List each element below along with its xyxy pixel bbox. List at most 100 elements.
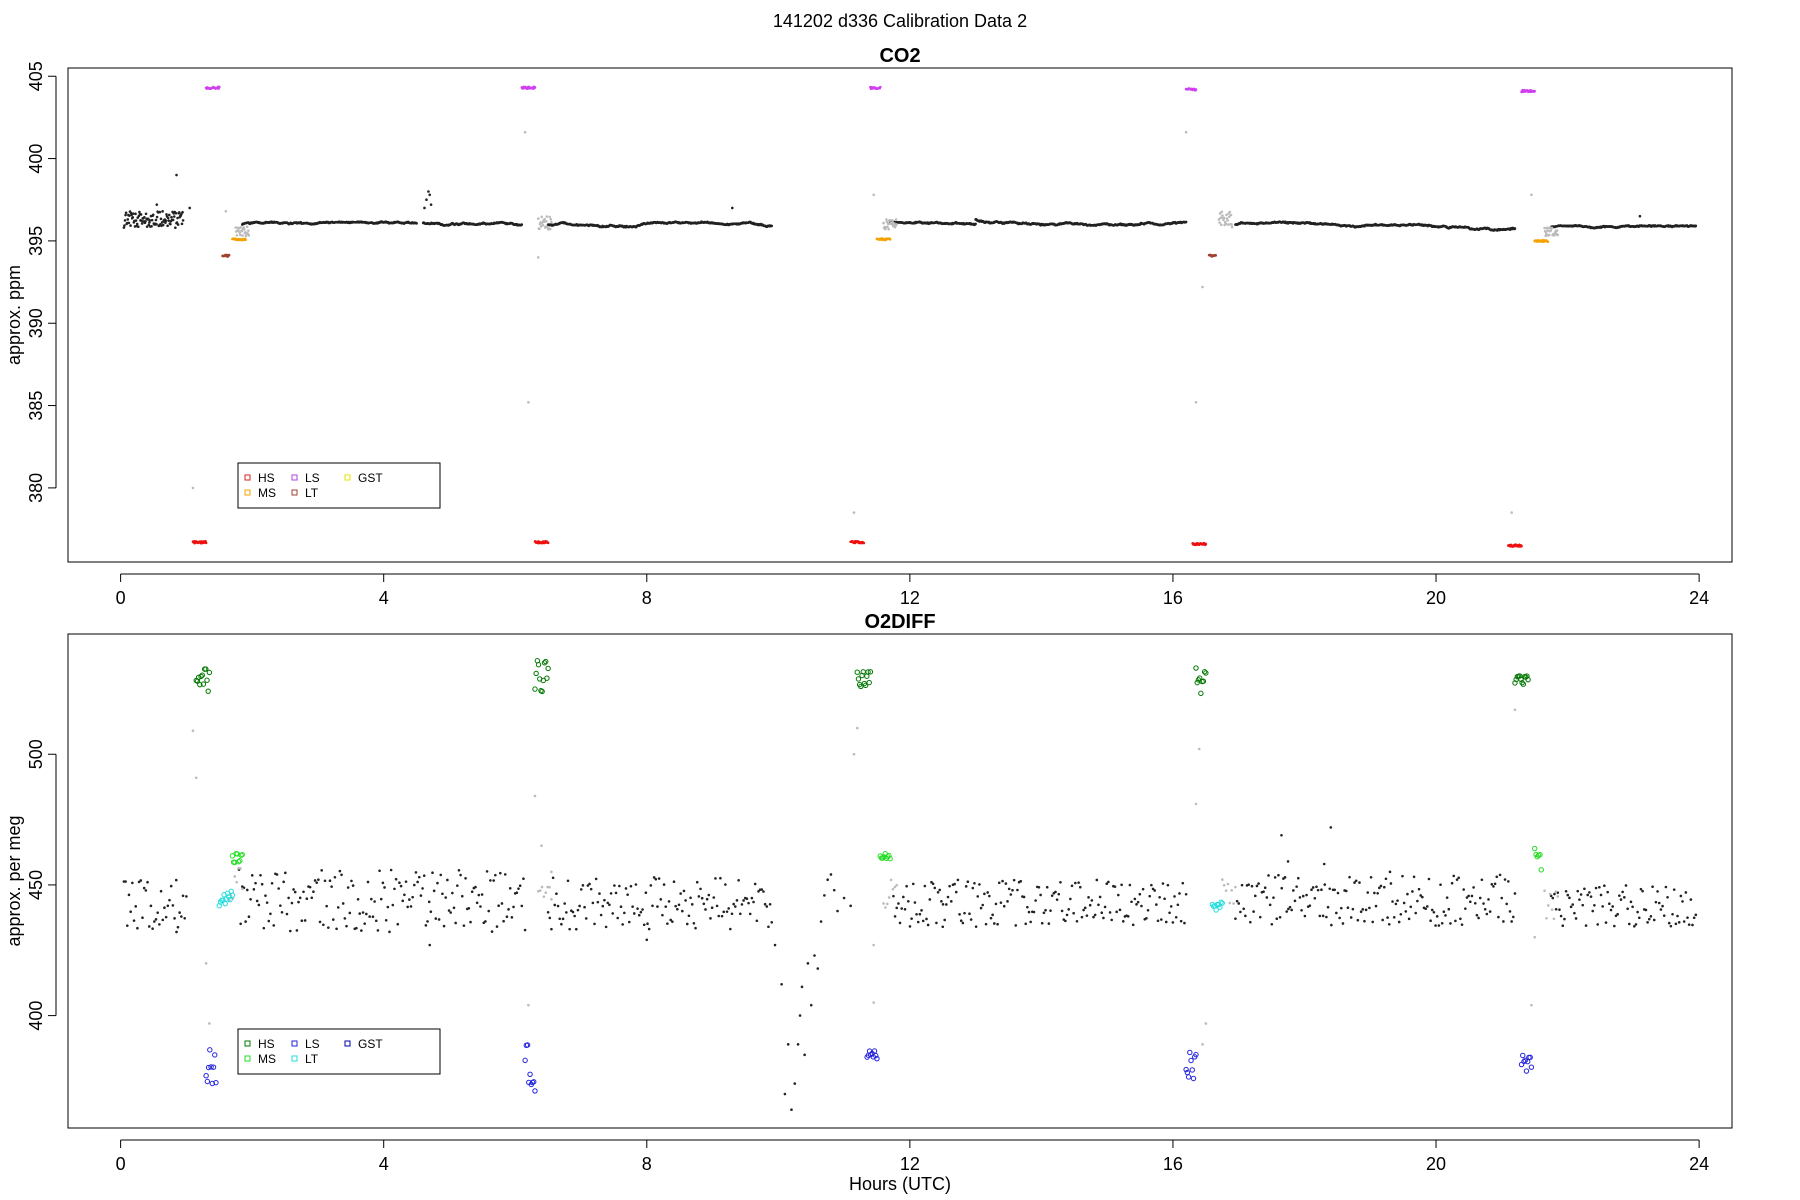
o2diff-data-point: [1339, 906, 1343, 910]
o2diff-data-point: [1330, 923, 1333, 927]
o2diff-data-point: [732, 902, 735, 906]
o2diff-data-point: [1561, 924, 1565, 928]
o2diff-data-point: [244, 920, 247, 923]
o2diff-data-point: [129, 910, 132, 913]
o2diff-data-point: [270, 881, 274, 885]
o2diff-data-point: [161, 918, 165, 922]
co2-data-point: [132, 212, 135, 215]
o2diff-data-point: [836, 909, 839, 913]
o2diff-data-point: [1462, 888, 1465, 891]
o2diff-data-point: [1450, 881, 1454, 885]
o2diff-data-point: [1464, 907, 1467, 910]
o2diff-series: [229, 845, 1544, 873]
o2diff-data-point: [492, 879, 495, 882]
o2diff-data-point: [1493, 882, 1497, 886]
o2diff-data-point: [1171, 921, 1175, 924]
o2diff-data-point: [913, 901, 917, 904]
o2diff-data-point: [1128, 883, 1132, 887]
co2-data-point: [888, 238, 892, 241]
o2diff-data-point: [961, 921, 965, 925]
co2-data-point: [1550, 226, 1554, 230]
o2diff-data-point: [401, 899, 405, 903]
o2diff-data-point: [1181, 881, 1185, 885]
o2diff-data-point: [1069, 897, 1072, 901]
o2diff-data-point: [813, 954, 816, 957]
co2-data-point: [415, 222, 418, 225]
o2diff-data-point: [1564, 890, 1568, 893]
o2diff-data-point: [282, 880, 285, 884]
o2diff-data-point: [632, 912, 636, 915]
o2diff-data-point: [336, 906, 340, 909]
o2diff-data-point: [239, 867, 242, 870]
o2diff-data-point: [1349, 916, 1353, 919]
o2diff-data-point: [646, 922, 649, 926]
o2diff-data-point: [737, 878, 740, 882]
o2diff-data-point: [1563, 917, 1566, 921]
o2diff-data-point: [1059, 880, 1062, 884]
o2diff-data-point: [1272, 896, 1275, 899]
co2-x-tick-label: 16: [1163, 588, 1183, 608]
o2diff-data-point: [752, 900, 755, 904]
o2diff-data-point: [288, 929, 292, 933]
o2diff-data-point: [1237, 902, 1241, 905]
o2diff-data-point: [1548, 892, 1552, 896]
co2-data-point: [180, 222, 184, 226]
co2-data-point: [1226, 223, 1230, 226]
co2-data-point: [523, 130, 527, 134]
o2diff-data-point: [327, 926, 330, 929]
o2diff-data-point: [1437, 924, 1441, 927]
o2diff-data-point: [315, 881, 319, 884]
co2-data-point: [129, 224, 132, 227]
o2diff-data-point: [953, 882, 956, 886]
o2diff-data-point: [750, 896, 754, 900]
o2diff-data-point: [884, 906, 887, 909]
o2diff-data-point: [685, 922, 689, 926]
o2diff-data-point: [235, 859, 242, 865]
o2diff-data-point: [1472, 886, 1475, 889]
o2diff-data-point: [1351, 907, 1355, 911]
o2diff-data-point: [365, 912, 368, 916]
o2diff-data-point: [457, 869, 461, 872]
o2diff-data-point: [1460, 923, 1464, 926]
o2diff-data-point: [1661, 904, 1664, 908]
o2diff-data-point: [1480, 878, 1484, 882]
co2-points: [122, 85, 1698, 548]
o2diff-data-point: [345, 924, 348, 928]
co2-legend-label: LT: [305, 486, 319, 500]
o2diff-data-point: [164, 915, 168, 919]
o2diff-data-point: [1156, 919, 1160, 923]
o2diff-data-point: [427, 900, 431, 904]
o2diff-data-point: [132, 919, 136, 922]
co2-data-point: [164, 219, 168, 223]
o2diff-data-point: [502, 919, 505, 923]
o2diff-data-point: [1301, 894, 1305, 898]
o2diff-data-point: [1399, 912, 1403, 916]
o2diff-data-point: [194, 776, 198, 780]
co2-data-point: [238, 231, 242, 235]
co2-data-point: [175, 173, 178, 177]
o2diff-data-point: [1659, 908, 1663, 911]
o2diff-data-point: [1093, 913, 1097, 917]
o2diff-data-point: [469, 920, 472, 924]
o2diff-data-point: [524, 1042, 531, 1048]
o2diff-data-point: [946, 895, 950, 899]
co2-data-point: [1544, 232, 1548, 235]
o2diff-data-point: [762, 890, 765, 893]
o2diff-data-point: [1373, 891, 1376, 895]
o2diff-data-point: [1624, 884, 1628, 887]
o2diff-data-point: [313, 879, 317, 882]
o2diff-points: [122, 658, 1698, 1112]
co2-data-point: [1225, 213, 1228, 217]
o2diff-data-point: [644, 891, 648, 895]
o2diff-data-point: [891, 887, 895, 891]
o2diff-data-point: [936, 890, 940, 894]
o2diff-data-point: [1098, 895, 1102, 899]
o2diff-data-point: [872, 1001, 875, 1004]
co2-data-point: [174, 226, 177, 230]
co2-data-point: [138, 210, 141, 214]
o2diff-data-point: [1219, 900, 1225, 906]
co2-data-point: [123, 219, 127, 222]
o2diff-data-point: [1584, 924, 1588, 927]
o2diff-data-point: [197, 681, 203, 688]
co2-data-point: [155, 203, 159, 206]
